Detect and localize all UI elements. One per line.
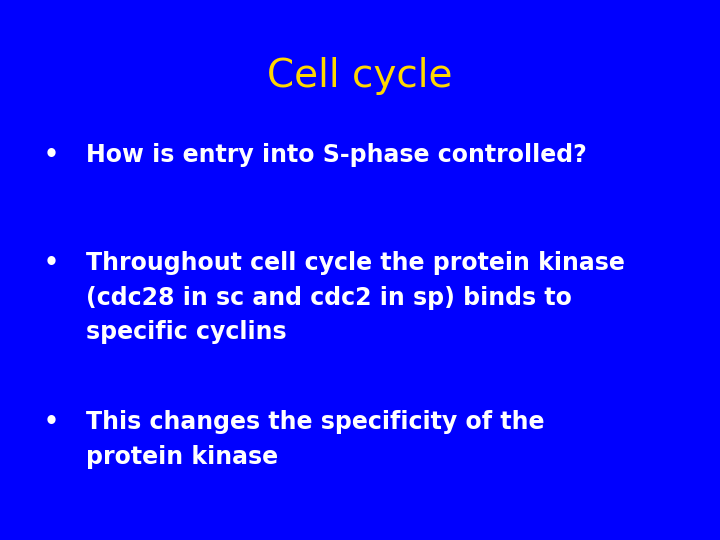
Text: •: • [43, 143, 58, 167]
Text: How is entry into S-phase controlled?: How is entry into S-phase controlled? [86, 143, 587, 167]
Text: Throughout cell cycle the protein kinase
(cdc28 in sc and cdc2 in sp) binds to
s: Throughout cell cycle the protein kinase… [86, 251, 625, 344]
Text: Cell cycle: Cell cycle [267, 57, 453, 94]
Text: This changes the specificity of the
protein kinase: This changes the specificity of the prot… [86, 410, 545, 469]
Text: •: • [43, 410, 58, 434]
Text: •: • [43, 251, 58, 275]
